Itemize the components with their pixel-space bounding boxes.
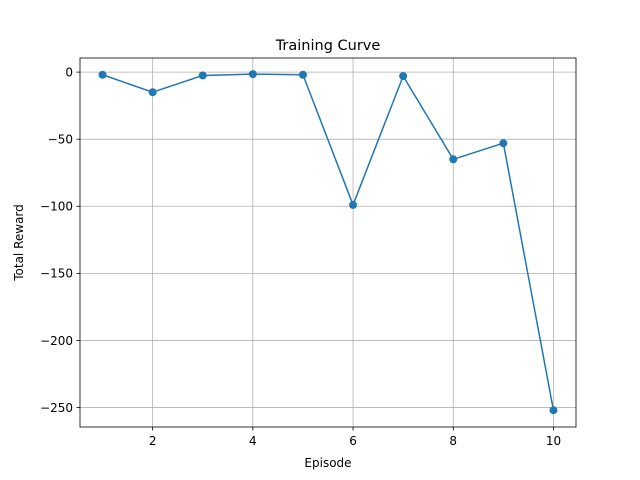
x-tick-label: 10 (546, 434, 561, 448)
x-tick-label: 2 (149, 434, 157, 448)
data-point (148, 88, 157, 97)
data-point (298, 70, 307, 79)
data-point (248, 70, 257, 79)
series-line (102, 73, 555, 411)
ticks: 2 4 6 8 10 0 −50 −100 −150 −200 −250 (40, 65, 561, 448)
series (98, 70, 558, 415)
y-tick-label: −100 (40, 200, 73, 214)
plot-frame (79, 57, 577, 428)
grid (80, 58, 576, 427)
y-tick-label: 0 (65, 65, 73, 79)
data-point (399, 72, 408, 81)
data-point (499, 139, 508, 148)
data-point (549, 406, 558, 415)
x-tick-label: 4 (249, 434, 257, 448)
x-axis-label: Episode (304, 456, 351, 470)
data-point (449, 155, 458, 164)
y-tick-label: −200 (40, 334, 73, 348)
data-point (98, 70, 107, 79)
x-tick-label: 6 (349, 434, 357, 448)
y-tick-label: −250 (40, 401, 73, 415)
x-tick-label: 8 (449, 434, 457, 448)
data-point (349, 200, 358, 209)
y-tick-label: −50 (48, 132, 73, 146)
y-axis-label: Total Reward (12, 204, 26, 282)
data-point (198, 71, 207, 80)
y-tick-label: −150 (40, 267, 73, 281)
chart-title: Training Curve (275, 38, 381, 54)
